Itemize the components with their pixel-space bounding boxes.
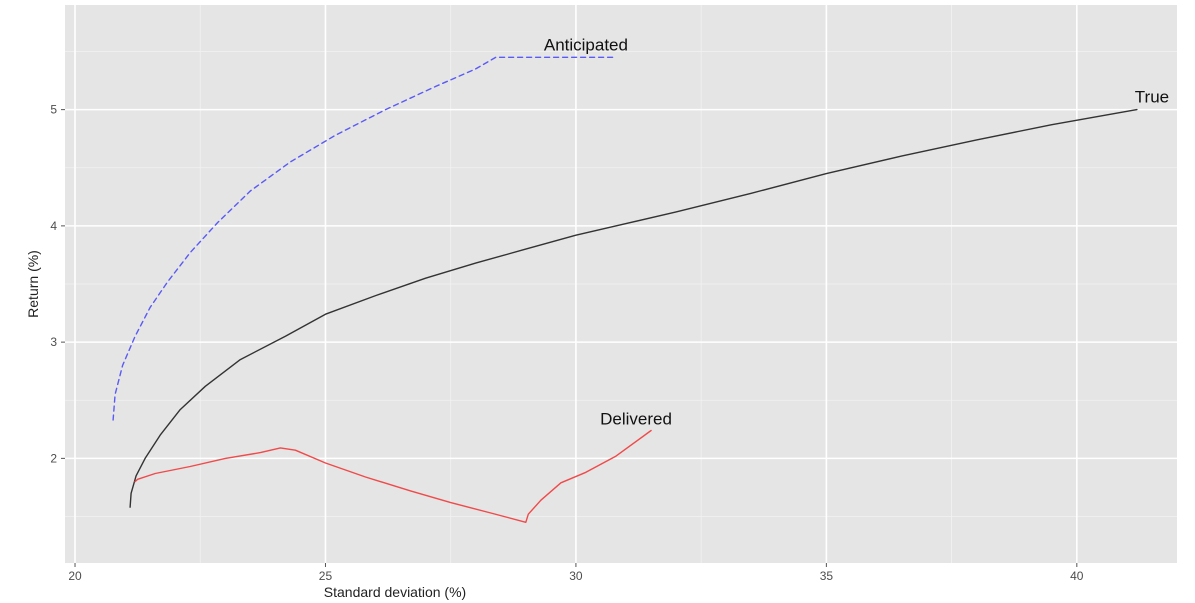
minor-gridlines bbox=[65, 5, 1177, 563]
series-label-delivered: Delivered bbox=[600, 410, 672, 429]
x-tick-label: 25 bbox=[319, 569, 333, 583]
series-line-anticipated bbox=[112, 56, 615, 421]
annotation-layer: Anticipated True Delivered bbox=[544, 35, 1169, 428]
y-axis-title: Return (%) bbox=[25, 250, 41, 318]
y-tick-label: 5 bbox=[50, 103, 57, 117]
series-line-delivered bbox=[134, 429, 652, 523]
series-line-true bbox=[129, 108, 1138, 508]
x-tick-label: 40 bbox=[1070, 569, 1084, 583]
y-tick-label: 2 bbox=[50, 451, 57, 465]
x-axis-title: Standard deviation (%) bbox=[324, 584, 466, 600]
x-tick-label: 20 bbox=[68, 569, 82, 583]
x-tick-label: 35 bbox=[820, 569, 834, 583]
major-gridlines bbox=[65, 5, 1177, 563]
series-layer bbox=[112, 56, 1138, 523]
series-label-anticipated: Anticipated bbox=[544, 35, 628, 54]
x-axis-ticks: 20 25 30 35 40 bbox=[68, 563, 1084, 583]
y-axis-ticks: 2 3 4 5 bbox=[50, 103, 65, 465]
x-tick-label: 30 bbox=[569, 569, 583, 583]
y-tick-label: 3 bbox=[50, 335, 57, 349]
y-tick-label: 4 bbox=[50, 219, 57, 233]
series-label-true: True bbox=[1135, 88, 1169, 107]
